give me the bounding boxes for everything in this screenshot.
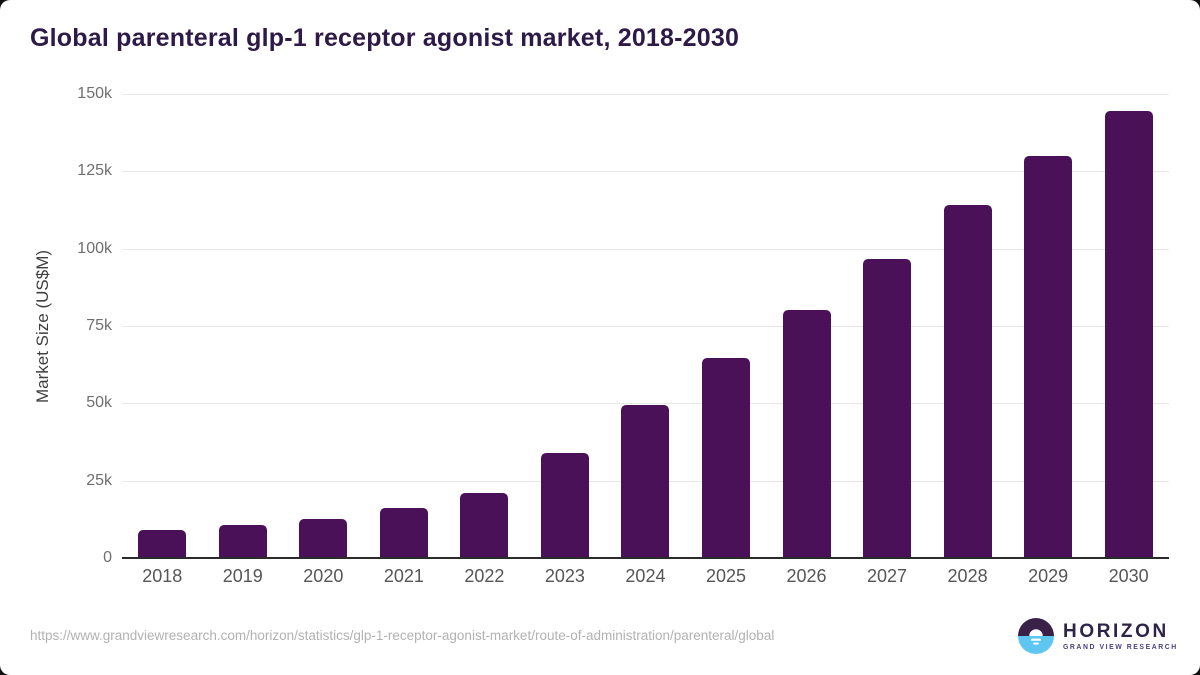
bar-slot — [203, 94, 284, 558]
bar-2030[interactable] — [1104, 111, 1153, 558]
bar-slot — [686, 94, 767, 558]
bar-slot — [122, 94, 203, 558]
gridline — [122, 403, 1169, 405]
horizon-logo-text: HORIZON GRAND VIEW RESEARCH — [1063, 622, 1178, 651]
horizon-logo-icon — [1018, 618, 1054, 654]
source-url: https://www.grandviewresearch.com/horizo… — [30, 628, 775, 643]
chart-title: Global parenteral glp-1 receptor agonist… — [30, 24, 740, 52]
x-tick-label: 2026 — [786, 566, 827, 586]
x-tick-label: 2023 — [544, 566, 585, 586]
bar-slot — [364, 94, 445, 558]
x-tick-label: 2021 — [383, 566, 424, 586]
gridline — [122, 171, 1169, 173]
horizon-logo-subtitle: GRAND VIEW RESEARCH — [1063, 643, 1178, 651]
bar-2022[interactable] — [460, 492, 509, 558]
plot-area — [122, 94, 1169, 559]
x-tick-label: 2025 — [705, 566, 746, 586]
bar-2029[interactable] — [1024, 155, 1073, 558]
gridline — [122, 326, 1169, 327]
y-tick-label: 50k — [86, 394, 112, 412]
x-tick-label: 2024 — [625, 566, 666, 586]
y-tick-label: 0 — [103, 549, 112, 566]
bar-2018[interactable] — [138, 530, 187, 558]
bar-2028[interactable] — [943, 204, 992, 558]
x-tick-labels: 2018 2019 2020 2021 2022 2023 2024 2025 2026 2027… — [122, 566, 1169, 587]
x-tick-label: 2030 — [1108, 566, 1149, 586]
x-tick-label: 2018 — [142, 566, 183, 586]
bar-slot — [847, 94, 928, 558]
bar-slot — [1088, 94, 1169, 558]
bar-slot — [927, 94, 1008, 558]
y-tick-label: 125k — [77, 162, 112, 180]
gridline — [122, 94, 1169, 95]
bar-slot — [444, 94, 525, 558]
bar-slot — [283, 94, 364, 558]
x-tick-label: 2019 — [222, 566, 263, 586]
x-tick-label: 2027 — [867, 566, 908, 586]
bar-2019[interactable] — [218, 524, 267, 558]
x-tick-label: 2022 — [464, 566, 505, 586]
x-axis-line — [122, 557, 1169, 559]
bar-series — [122, 94, 1169, 558]
bar-2025[interactable] — [701, 358, 750, 558]
bar-2020[interactable] — [299, 519, 348, 558]
y-tick-label: 150k — [77, 85, 112, 102]
bar-2026[interactable] — [782, 310, 831, 558]
gridline — [122, 248, 1169, 250]
horizon-logo: HORIZON GRAND VIEW RESEARCH — [1018, 618, 1178, 654]
y-tick-label: 100k — [77, 239, 112, 257]
bar-slot — [525, 94, 606, 558]
bar-2027[interactable] — [863, 258, 912, 558]
bar-2021[interactable] — [379, 507, 428, 558]
y-tick-labels: 0 25k 50k 75k 100k 125k 150k — [0, 85, 112, 566]
x-tick-label: 2020 — [303, 566, 344, 586]
bar-slot — [1008, 94, 1089, 558]
x-tick-label: 2028 — [947, 566, 988, 586]
horizon-logo-name: HORIZON — [1063, 620, 1169, 642]
y-tick-label: 75k — [86, 317, 112, 334]
x-tick-label: 2029 — [1028, 566, 1069, 586]
bar-slot — [605, 94, 686, 558]
bar-2024[interactable] — [621, 404, 670, 558]
y-tick-label: 25k — [86, 471, 112, 489]
bar-slot — [766, 94, 847, 558]
bar-2023[interactable] — [540, 453, 589, 558]
